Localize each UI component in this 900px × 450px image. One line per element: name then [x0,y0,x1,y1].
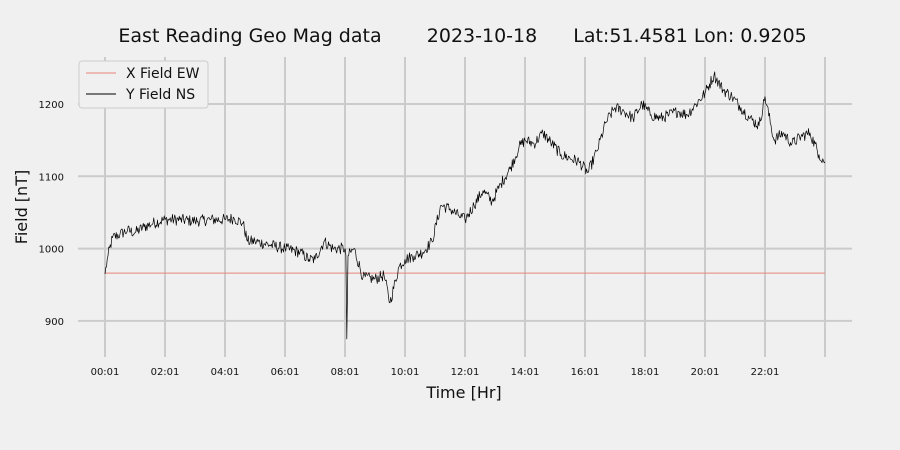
chart-title-date: 2023-10-18 [427,25,537,47]
y-tick-label: 1100 [39,172,64,183]
x-tick-label: 06:01 [271,367,300,378]
x-tick-label: 02:01 [151,367,180,378]
legend-label-x-field: X Field EW [126,66,200,82]
x-axis-label: Time [Hr] [425,383,501,402]
ticks: 900 1000 1100 1200 00:01 02:01 04:01 06:01 08:01… [39,100,780,378]
x-tick-label: 12:01 [451,367,480,378]
chart-title-left: East Reading Geo Mag data [118,25,381,47]
x-tick-label: 10:01 [391,367,420,378]
x-tick-label: 00:01 [91,367,120,378]
y-axis-label: Field [nT] [12,170,31,244]
y-tick-label: 1200 [39,100,64,111]
chart-title-location: Lat:51.4581 Lon: 0.9205 [573,25,807,47]
legend: X Field EW Y Field NS [78,60,209,109]
x-tick-label: 14:01 [511,367,540,378]
series-layer [104,71,826,340]
x-tick-label: 18:01 [631,367,660,378]
y-tick-label: 900 [45,317,64,328]
x-tick-label: 04:01 [211,367,240,378]
x-tick-label: 08:01 [331,367,360,378]
x-tick-label: 20:01 [691,367,720,378]
x-tick-label: 22:01 [751,367,780,378]
grid [78,57,852,357]
x-tick-label: 16:01 [571,367,600,378]
legend-label-y-field: Y Field NS [125,87,195,103]
series-line-1 [104,71,826,340]
y-tick-label: 1000 [39,245,64,256]
